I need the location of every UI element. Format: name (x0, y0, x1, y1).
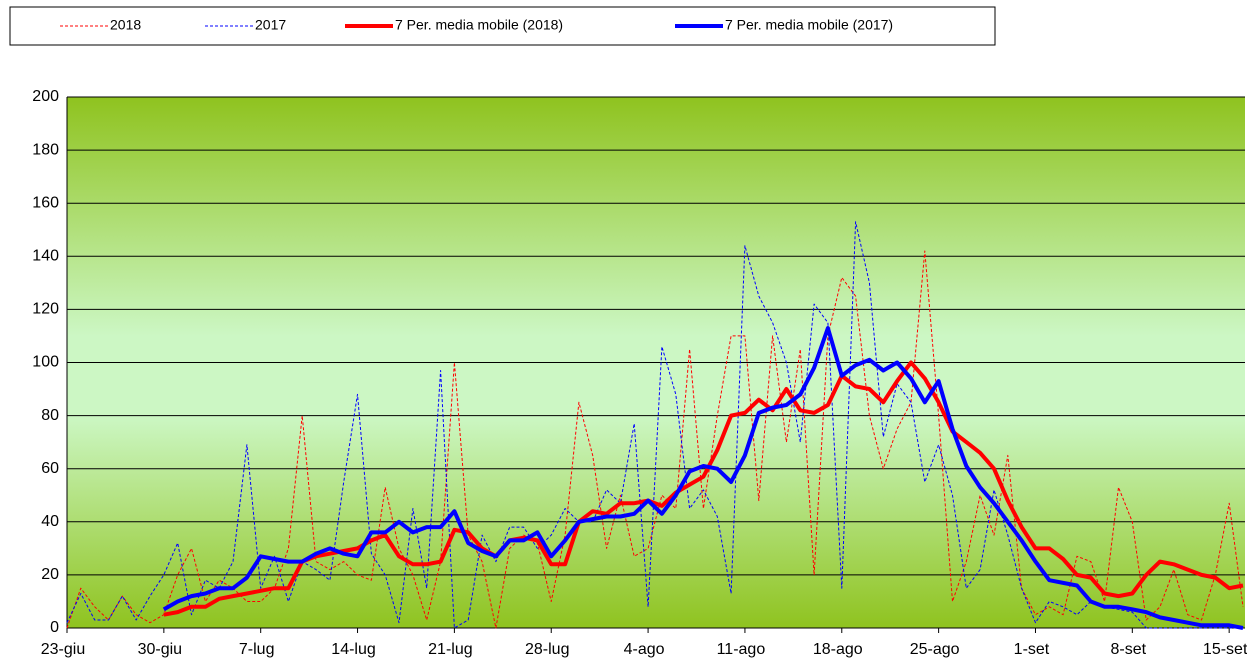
x-tick-label: 7-lug (239, 641, 275, 658)
x-tick-label: 21-lug (428, 641, 472, 658)
x-tick-label: 18-ago (813, 641, 863, 658)
y-tick-label: 100 (32, 354, 59, 371)
legend-label: 7 Per. media mobile (2017) (725, 17, 893, 33)
legend-label: 2017 (255, 17, 286, 33)
y-tick-label: 160 (32, 194, 59, 211)
x-tick-label: 14-lug (331, 641, 375, 658)
legend-label: 7 Per. media mobile (2018) (395, 17, 563, 33)
x-tick-label: 8-set (1111, 641, 1147, 658)
legend-label: 2018 (110, 17, 141, 33)
x-tick-label: 28-lug (525, 641, 569, 658)
x-tick-label: 1-set (1014, 641, 1050, 658)
legend: 2018 2017 7 Per. media mobile (2018) 7 Per.… (60, 17, 893, 33)
y-tick-label: 0 (50, 619, 59, 636)
series-line (66, 250, 1244, 629)
y-tick-label: 80 (41, 407, 59, 424)
x-tick-label: 25-ago (910, 641, 960, 658)
x-tick-label: 15-set (1203, 641, 1247, 658)
y-tick-label: 120 (32, 301, 59, 318)
y-tick-label: 140 (32, 248, 59, 265)
x-tick-label: 23-giu (41, 641, 85, 658)
y-tick-label: 40 (41, 513, 59, 530)
series-line (162, 326, 1244, 630)
y-tick-label: 180 (32, 141, 59, 158)
y-tick-label: 20 (41, 566, 59, 583)
y-tick-label: 200 (32, 88, 59, 105)
x-tick-label: 11-ago (717, 641, 766, 658)
x-tick-label: 4-ago (624, 641, 665, 658)
series-line (163, 360, 1244, 617)
legend-box (9, 6, 996, 46)
series-line (66, 221, 1243, 629)
y-tick-label: 60 (41, 460, 59, 477)
x-tick-label: 30-giu (138, 641, 182, 658)
